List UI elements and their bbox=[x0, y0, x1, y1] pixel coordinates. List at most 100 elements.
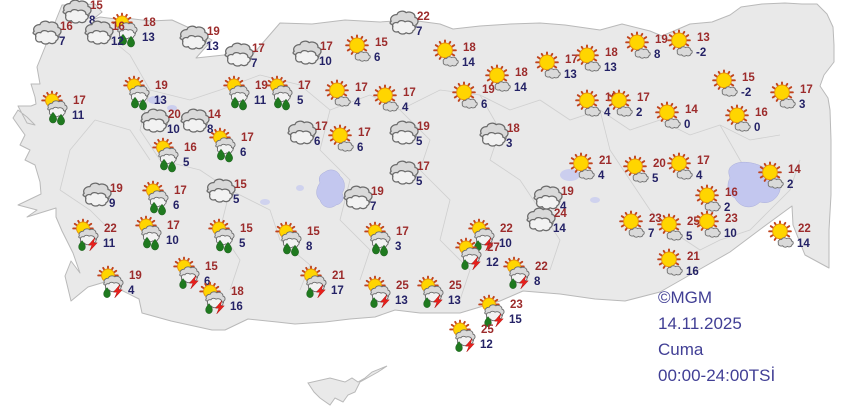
svg-text:17: 17 bbox=[174, 185, 187, 197]
svg-text:7: 7 bbox=[416, 26, 422, 38]
svg-text:13: 13 bbox=[564, 69, 577, 81]
svg-text:23: 23 bbox=[725, 213, 738, 225]
svg-text:12: 12 bbox=[111, 36, 124, 48]
svg-text:3: 3 bbox=[395, 241, 401, 253]
svg-text:17: 17 bbox=[320, 41, 333, 53]
svg-text:15: 15 bbox=[742, 72, 755, 84]
svg-text:4: 4 bbox=[402, 102, 409, 114]
svg-text:13: 13 bbox=[206, 41, 219, 53]
svg-text:21: 21 bbox=[599, 155, 612, 167]
svg-text:13: 13 bbox=[154, 95, 167, 107]
svg-text:14: 14 bbox=[208, 109, 221, 121]
svg-text:8: 8 bbox=[534, 276, 541, 288]
svg-text:8: 8 bbox=[306, 241, 313, 253]
svg-text:21: 21 bbox=[687, 251, 700, 263]
svg-text:©MGM: ©MGM bbox=[658, 288, 712, 307]
svg-text:17: 17 bbox=[403, 87, 416, 99]
svg-text:14: 14 bbox=[553, 223, 566, 235]
svg-text:9: 9 bbox=[109, 198, 115, 210]
svg-text:15: 15 bbox=[234, 179, 247, 191]
svg-text:0: 0 bbox=[754, 122, 760, 134]
svg-text:18: 18 bbox=[507, 123, 520, 135]
svg-text:17: 17 bbox=[697, 155, 710, 167]
svg-text:-2: -2 bbox=[741, 87, 751, 99]
svg-text:14: 14 bbox=[514, 82, 527, 94]
svg-text:5: 5 bbox=[297, 95, 304, 107]
svg-text:23: 23 bbox=[510, 299, 523, 311]
svg-text:15: 15 bbox=[375, 37, 388, 49]
svg-text:15: 15 bbox=[307, 226, 320, 238]
svg-text:4: 4 bbox=[354, 97, 361, 109]
svg-text:5: 5 bbox=[686, 231, 693, 243]
svg-text:6: 6 bbox=[240, 147, 246, 159]
svg-text:19: 19 bbox=[371, 186, 384, 198]
svg-text:22: 22 bbox=[535, 261, 548, 273]
svg-text:13: 13 bbox=[142, 32, 155, 44]
svg-text:17: 17 bbox=[315, 121, 328, 133]
svg-text:13: 13 bbox=[697, 32, 710, 44]
svg-text:17: 17 bbox=[167, 220, 180, 232]
svg-text:17: 17 bbox=[358, 127, 371, 139]
svg-text:17: 17 bbox=[355, 82, 368, 94]
svg-text:25: 25 bbox=[396, 280, 409, 292]
svg-text:10: 10 bbox=[167, 124, 180, 136]
svg-text:0: 0 bbox=[684, 119, 690, 131]
svg-text:10: 10 bbox=[499, 238, 512, 250]
svg-text:18: 18 bbox=[231, 286, 244, 298]
svg-text:12: 12 bbox=[480, 339, 493, 351]
svg-text:19: 19 bbox=[417, 121, 430, 133]
svg-text:13: 13 bbox=[604, 62, 617, 74]
svg-text:21: 21 bbox=[332, 270, 345, 282]
svg-text:16: 16 bbox=[112, 21, 125, 33]
svg-text:16: 16 bbox=[60, 21, 73, 33]
svg-text:Cuma: Cuma bbox=[658, 340, 704, 359]
svg-text:24: 24 bbox=[554, 208, 567, 220]
svg-text:5: 5 bbox=[416, 176, 423, 188]
svg-text:4: 4 bbox=[604, 107, 611, 119]
svg-text:6: 6 bbox=[173, 200, 179, 212]
svg-text:19: 19 bbox=[482, 84, 495, 96]
svg-text:16: 16 bbox=[230, 301, 243, 313]
svg-text:10: 10 bbox=[724, 228, 737, 240]
svg-text:14: 14 bbox=[788, 164, 801, 176]
svg-text:18: 18 bbox=[463, 42, 476, 54]
svg-text:5: 5 bbox=[233, 194, 240, 206]
svg-text:17: 17 bbox=[396, 226, 409, 238]
svg-text:00:00-24:00TSİ: 00:00-24:00TSİ bbox=[658, 366, 775, 385]
svg-text:20: 20 bbox=[653, 158, 666, 170]
svg-text:11: 11 bbox=[254, 95, 267, 107]
svg-text:14.11.2025: 14.11.2025 bbox=[658, 314, 742, 333]
svg-text:5: 5 bbox=[183, 157, 190, 169]
svg-text:17: 17 bbox=[73, 95, 86, 107]
svg-text:-2: -2 bbox=[696, 47, 706, 59]
svg-text:17: 17 bbox=[241, 132, 254, 144]
svg-text:6: 6 bbox=[314, 136, 320, 148]
svg-text:5: 5 bbox=[239, 238, 246, 250]
svg-text:13: 13 bbox=[448, 295, 461, 307]
svg-text:25: 25 bbox=[449, 280, 462, 292]
svg-text:18: 18 bbox=[605, 47, 618, 59]
svg-text:15: 15 bbox=[240, 223, 253, 235]
svg-text:16: 16 bbox=[755, 107, 768, 119]
svg-text:11: 11 bbox=[72, 110, 85, 122]
svg-text:17: 17 bbox=[800, 84, 813, 96]
svg-text:2: 2 bbox=[787, 179, 793, 191]
svg-text:19: 19 bbox=[129, 270, 142, 282]
svg-text:16: 16 bbox=[184, 142, 197, 154]
svg-text:3: 3 bbox=[506, 138, 512, 150]
svg-text:22: 22 bbox=[104, 223, 117, 235]
svg-text:6: 6 bbox=[481, 99, 487, 111]
svg-text:7: 7 bbox=[370, 201, 376, 213]
svg-text:4: 4 bbox=[696, 170, 703, 182]
svg-text:4: 4 bbox=[598, 170, 605, 182]
svg-text:15: 15 bbox=[509, 314, 522, 326]
svg-text:7: 7 bbox=[648, 228, 654, 240]
svg-text:7: 7 bbox=[251, 58, 257, 70]
svg-text:17: 17 bbox=[298, 80, 311, 92]
svg-text:10: 10 bbox=[319, 56, 332, 68]
svg-text:16: 16 bbox=[686, 266, 699, 278]
svg-text:17: 17 bbox=[252, 43, 265, 55]
svg-text:25: 25 bbox=[481, 324, 494, 336]
svg-text:20: 20 bbox=[168, 109, 181, 121]
svg-text:14: 14 bbox=[685, 104, 698, 116]
